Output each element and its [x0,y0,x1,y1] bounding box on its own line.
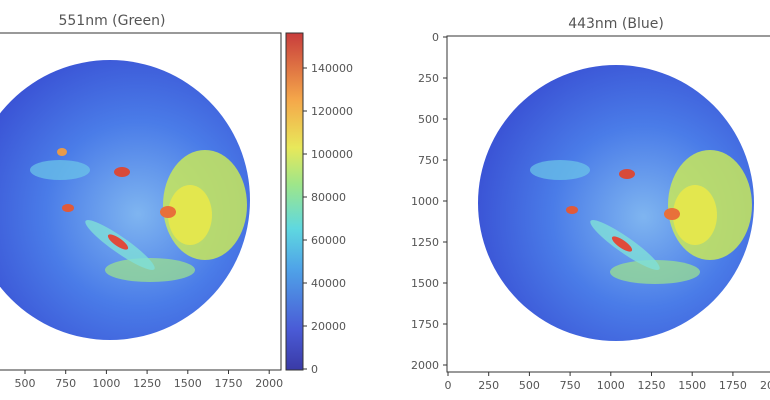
x-tick-label: 1750 [215,377,243,390]
y-tick-label: 250 [418,72,439,85]
colorbar-tick-label: 40000 [311,277,346,290]
chart-title-blue: 443nm (Blue) [568,16,664,32]
hotspot [107,234,129,250]
colorbar-tick-label: 100000 [311,148,353,161]
x-tick-label: 1250 [133,377,161,390]
chart-title-green: 551nm (Green) [58,13,165,29]
colorbar-tick-label: 60000 [311,234,346,247]
x-tick-label: 1250 [638,379,666,392]
hotspot [160,206,176,218]
land-region [610,260,700,284]
colorbar-axis: 0 20000 40000 60000 80000 100000 120000 140000 [303,62,353,376]
plot-frame-green [0,32,282,371]
land-region [168,185,212,245]
panel-green: 551nm (Green) 500 750 1000 1250 1500 1750 2000… [0,13,353,390]
colorbar-tick-label: 80000 [311,191,346,204]
x-tick-label: 1000 [597,379,625,392]
cloud-band [30,160,90,180]
x-tick-label: 1500 [174,377,202,390]
y-tick-label: 1750 [411,318,439,331]
x-tick-label: 250 [478,379,499,392]
hotspot [57,148,67,156]
y-axis-blue: 0 250 500 750 1000 1250 1500 1750 2000 [411,31,447,372]
y-tick-label: 500 [418,113,439,126]
x-axis-blue: 0 250 500 750 1000 1250 1500 1750 20 [445,372,770,392]
colorbar [285,32,304,371]
x-axis-green: 500 750 1000 1250 1500 1750 2000 [15,370,283,390]
colorbar-tick-label: 120000 [311,105,353,118]
panel-blue: 443nm (Blue) 0 250 500 750 1000 1250 1500 1750 2… [411,16,770,392]
x-tick-label: 500 [519,379,540,392]
hotspot [114,167,130,177]
colorbar-tick-label: 140000 [311,62,353,75]
y-tick-label: 1250 [411,236,439,249]
hotspot [619,169,635,179]
hotspot [566,206,578,214]
x-tick-label: 20 [760,379,770,392]
hotspot [62,204,74,212]
image-area-green [0,60,250,340]
x-tick-label: 1500 [678,379,706,392]
x-tick-label: 1750 [719,379,747,392]
y-tick-label: 2000 [411,359,439,372]
land-region [673,185,717,245]
land-region [105,258,195,282]
y-tick-label: 750 [418,154,439,167]
x-tick-label: 750 [55,377,76,390]
y-tick-label: 1000 [411,195,439,208]
colorbar-tick-label: 20000 [311,320,346,333]
image-area-blue [478,65,754,341]
plot-frame-blue [446,35,770,373]
colorbar-tick-label: 0 [311,363,318,376]
x-tick-label: 750 [560,379,581,392]
hotspot [664,208,680,220]
x-tick-label: 1000 [92,377,120,390]
x-tick-label: 0 [445,379,452,392]
y-tick-label: 0 [432,31,439,44]
x-tick-label: 500 [15,377,36,390]
hotspot [611,236,633,252]
x-tick-label: 2000 [255,377,283,390]
cloud-band [530,160,590,180]
y-tick-label: 1500 [411,277,439,290]
